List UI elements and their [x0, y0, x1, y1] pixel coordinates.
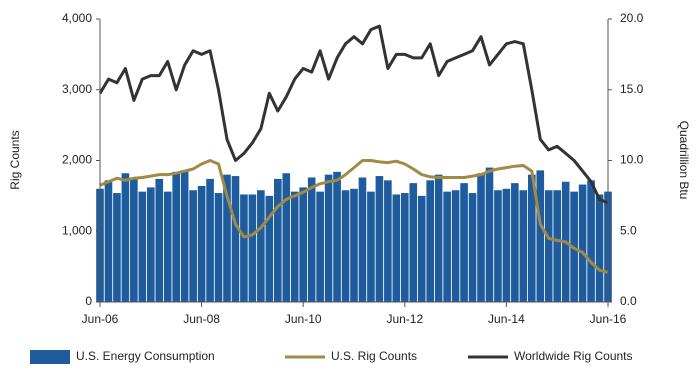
- bar: [333, 171, 341, 302]
- bar: [146, 187, 155, 302]
- legend-label: U.S. Energy Consumption: [76, 349, 215, 363]
- line: [99, 159, 609, 274]
- y2-tick-label: 5.0: [620, 223, 637, 237]
- bar: [367, 191, 375, 302]
- bar: [138, 191, 147, 302]
- bar: [375, 176, 384, 302]
- bar: [240, 194, 248, 302]
- bar: [299, 187, 308, 302]
- bar: [290, 191, 299, 302]
- bar: [443, 191, 451, 302]
- bar: [104, 180, 113, 302]
- bar: [130, 177, 138, 302]
- x-tick-label: Jun-16: [590, 312, 627, 326]
- bar: [155, 178, 164, 302]
- y-tick-label: 3,000: [62, 82, 92, 96]
- bar: [587, 180, 595, 302]
- bar: [273, 178, 282, 302]
- legend-swatch: [30, 350, 70, 364]
- bar: [400, 193, 409, 302]
- x-tick-label: Jun-06: [82, 312, 119, 326]
- bar: [350, 188, 358, 302]
- bar: [172, 171, 181, 302]
- x-tick-label: Jun-12: [386, 312, 423, 326]
- bar: [426, 180, 435, 302]
- bar: [434, 174, 443, 302]
- bar: [341, 190, 350, 302]
- bar: [163, 191, 172, 302]
- y2-tick-label: 20.0: [620, 11, 644, 25]
- bar: [451, 190, 460, 302]
- bar: [223, 174, 231, 302]
- bar: [307, 177, 316, 302]
- bar: [248, 194, 257, 302]
- bar: [536, 170, 545, 302]
- bar: [460, 183, 468, 302]
- bar: [282, 173, 291, 302]
- bar: [257, 190, 265, 302]
- legend-label: U.S. Rig Counts: [331, 349, 417, 363]
- bar: [324, 174, 333, 302]
- bar: [477, 173, 485, 302]
- bar: [485, 167, 494, 302]
- x-tick-label: Jun-10: [285, 312, 322, 326]
- y-tick-label: 2,000: [62, 153, 92, 167]
- bar: [502, 188, 511, 302]
- y2-axis-title: Quadrillion Btu: [677, 121, 691, 200]
- bar: [578, 184, 587, 302]
- y-axis-title: Rig Counts: [8, 130, 22, 189]
- bar: [189, 190, 197, 302]
- bar: [358, 177, 367, 302]
- bar: [214, 193, 223, 302]
- legend-label: Worldwide Rig Counts: [514, 349, 633, 363]
- bar: [409, 183, 418, 302]
- bar: [417, 195, 426, 302]
- y-tick-label: 1,000: [62, 223, 92, 237]
- bar: [197, 185, 206, 302]
- bar: [392, 194, 401, 302]
- bar: [265, 195, 274, 302]
- y2-tick-label: 15.0: [620, 82, 644, 96]
- x-tick-label: Jun-14: [488, 312, 525, 326]
- bar: [468, 193, 477, 302]
- y2-tick-label: 0.0: [620, 294, 637, 308]
- bar: [519, 190, 528, 302]
- bar: [544, 190, 553, 302]
- bar: [384, 180, 392, 302]
- y-tick-label: 4,000: [62, 11, 92, 25]
- bar: [206, 178, 214, 302]
- y-tick-label: 0: [85, 294, 92, 308]
- bar: [113, 193, 121, 302]
- bar: [231, 176, 240, 302]
- bar: [553, 190, 562, 302]
- y2-tick-label: 10.0: [620, 153, 644, 167]
- bar: [494, 190, 502, 302]
- bar: [595, 194, 604, 302]
- bar: [527, 174, 536, 302]
- x-tick-label: Jun-08: [183, 312, 220, 326]
- line: [98, 24, 609, 205]
- bar: [121, 173, 130, 302]
- bar: [316, 191, 324, 302]
- bar: [511, 183, 519, 302]
- bar: [180, 170, 189, 302]
